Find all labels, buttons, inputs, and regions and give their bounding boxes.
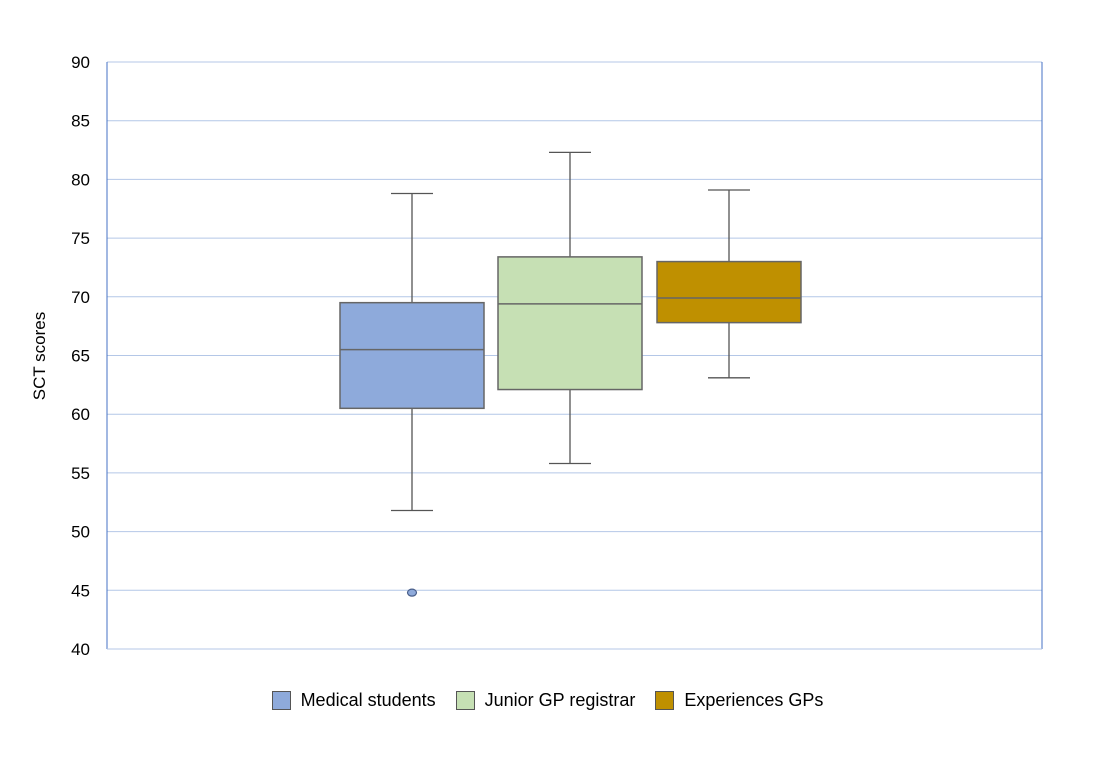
boxplot-chart: 40 45 50 55 60 65 70 75 80 85 90 SCT scores: [30, 53, 1043, 659]
y-tick-label: 40: [71, 640, 90, 659]
y-tick-label: 65: [71, 347, 90, 366]
y-tick-label: 50: [71, 523, 90, 542]
box-group: [656, 189, 802, 379]
legend-swatch: [455, 691, 475, 710]
y-tick-label: 85: [71, 112, 90, 131]
y-tick-label: 70: [71, 288, 90, 307]
boxes: [339, 151, 802, 597]
y-tick-label: 75: [71, 229, 90, 248]
legend-label: Experiences GPs: [684, 690, 824, 710]
y-tick-label: 60: [71, 405, 90, 424]
iqr-box: [497, 256, 643, 391]
box-group: [339, 192, 485, 597]
iqr-box: [339, 301, 485, 410]
y-tick-label: 90: [71, 53, 90, 72]
y-axis-title: SCT scores: [30, 312, 49, 401]
legend-label: Medical students: [300, 690, 436, 710]
legend: Medical students Junior GP registrar Exper…: [0, 690, 1095, 711]
legend-swatch: [271, 691, 291, 710]
legend-item: Medical students: [271, 690, 436, 711]
iqr-box: [656, 260, 802, 324]
outlier-point: [406, 588, 418, 597]
box-group: [497, 151, 643, 465]
legend-item: Junior GP registrar: [455, 690, 636, 711]
legend-item: Experiences GPs: [655, 690, 823, 711]
axes: [106, 62, 1043, 650]
y-tick-label: 80: [71, 170, 90, 189]
y-tick-label: 55: [71, 464, 90, 483]
y-tick-labels: 40 45 50 55 60 65 70 75 80 85 90: [71, 53, 90, 659]
legend-label: Junior GP registrar: [484, 690, 636, 710]
legend-swatch: [655, 691, 675, 710]
y-tick-label: 45: [71, 581, 90, 600]
